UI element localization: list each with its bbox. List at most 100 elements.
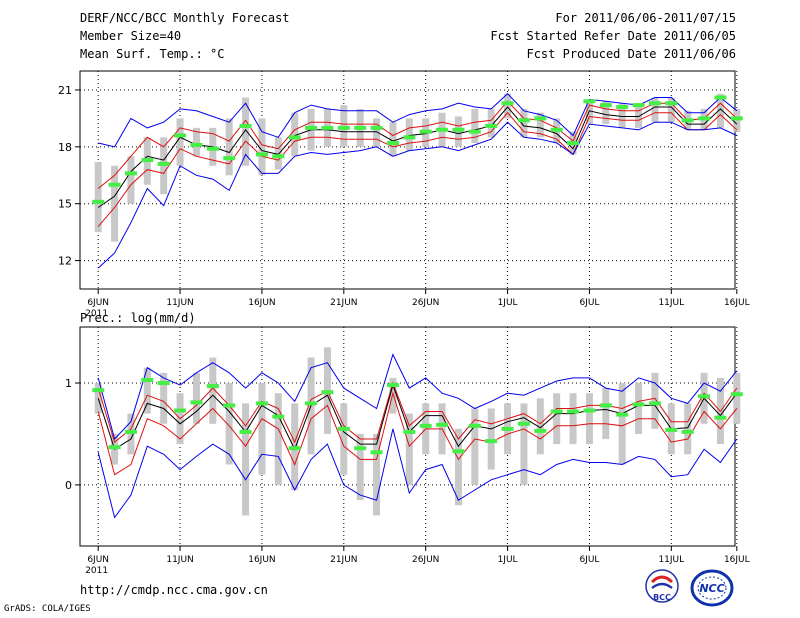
temp-observed-marker (239, 123, 252, 128)
temp-observed-marker (599, 103, 612, 108)
temp-observed-marker (583, 99, 596, 104)
temp-ytick-label: 12 (58, 255, 72, 268)
prec-ensemble-bar (454, 428, 462, 506)
temp-observed-marker (206, 146, 219, 151)
prec-observed-marker (206, 384, 219, 389)
temp-observed-marker (223, 156, 236, 161)
temperature-panel: 12 15 18 21 6JUN 11JUN 16JUN 21JUN 26JUN 1JUL 6JUL… (58, 70, 750, 319)
prec-observed-marker (681, 429, 694, 434)
prec-observed-marker (632, 402, 645, 407)
prec-ensemble-bar (553, 393, 561, 445)
prec-xtick-label: 11JUL (658, 555, 684, 565)
variable-label-precipitation: Prec.: log(mm/d) (80, 311, 196, 325)
prec-observed-marker (436, 422, 449, 427)
source-url[interactable]: http://cmdp.ncc.cma.gov.cn (80, 583, 268, 597)
prec-observed-marker (698, 394, 711, 399)
temp-xtick-label: 1JUL (498, 298, 518, 308)
bcc-logo-text: BCC (653, 593, 671, 602)
temp-frame (79, 70, 736, 290)
temp-observed-marker (174, 133, 187, 138)
prec-ensemble-bar (602, 388, 610, 440)
temp-line-min (97, 121, 738, 269)
temp-ensemble-bar (536, 112, 544, 138)
prec-ensemble-bar (258, 383, 266, 475)
prec-observed-marker (92, 388, 105, 393)
temp-observed-marker (648, 101, 661, 106)
prec-observed-marker (174, 408, 187, 413)
ncc-logo: NCC (690, 569, 734, 607)
temp-ensemble-bar (651, 97, 659, 123)
prec-ensemble-bar (143, 367, 151, 414)
bcc-logo: BCC (645, 569, 679, 603)
prec-frame (79, 326, 736, 547)
temp-ensemble-bar (520, 108, 528, 138)
variable-label-temperature: Mean Surf. Temp.: °C (80, 47, 225, 61)
prec-line-mean (97, 383, 738, 451)
temp-observed-marker (321, 125, 334, 130)
temp-ensemble-bar (242, 97, 250, 166)
prec-observed-marker (452, 449, 465, 454)
prec-observed-marker (468, 423, 481, 428)
temp-observed-marker (337, 125, 350, 130)
prec-observed-marker (124, 429, 137, 434)
temp-observed-marker (288, 135, 301, 140)
temp-ensemble-bar (602, 101, 610, 125)
temp-ensemble-bar (127, 156, 135, 204)
prec-ensemble-bar (536, 398, 544, 455)
prec-ensemble-bar (471, 408, 479, 485)
prec-observed-marker (403, 429, 416, 434)
temp-ensemble-bar (504, 93, 512, 119)
temp-ensemble-bar (405, 118, 413, 151)
prec-ensemble-bar (733, 372, 741, 424)
temp-observed-marker (305, 125, 318, 130)
temp-ytick-label: 18 (58, 141, 72, 154)
temp-ensemble-bar (274, 137, 282, 170)
temp-observed-marker (124, 171, 137, 176)
prec-xtick-label: 11JUN (166, 555, 193, 565)
prec-observed-marker (370, 450, 383, 455)
prec-observed-marker (157, 381, 170, 386)
temp-observed-marker (108, 182, 121, 187)
temp-observed-marker (485, 123, 498, 128)
temp-observed-marker (730, 116, 743, 121)
prec-ensemble-bar (651, 372, 659, 429)
temp-xtick-label: 6JUN (87, 298, 109, 308)
temp-observed-marker (681, 118, 694, 123)
prec-line-mean-minus-sd (97, 391, 738, 476)
prec-observed-marker (534, 428, 547, 433)
temp-xtick-label: 11JUL (658, 298, 684, 308)
prec-observed-marker (190, 400, 203, 405)
prec-xtick-label: 16JUN (248, 555, 275, 565)
prec-ensemble-bar (274, 393, 282, 485)
prec-ytick-label: 1 (65, 377, 72, 390)
temp-observed-marker (370, 125, 383, 130)
prec-observed-marker (239, 429, 252, 434)
temp-ensemble-bar (487, 108, 495, 138)
prec-observed-marker (730, 392, 743, 397)
temp-observed-marker (403, 135, 416, 140)
prec-ensemble-bar (209, 357, 217, 424)
prec-observed-marker (714, 415, 727, 420)
prec-ytick-label: 0 (65, 479, 72, 492)
temp-year-label: 2011 (85, 309, 108, 319)
temp-line-mean-plus-sd (97, 100, 738, 189)
temp-ytick-label: 21 (58, 84, 72, 97)
prec-ensemble-bar (585, 393, 593, 445)
temp-line-max (98, 92, 738, 148)
software-credit: GrADS: COLA/IGES (4, 604, 91, 614)
prec-observed-marker (255, 401, 268, 406)
prec-ensemble-bar (356, 433, 364, 501)
temp-observed-marker (714, 95, 727, 100)
prec-ensemble-bar (618, 383, 626, 465)
temp-ensemble-bar (258, 118, 266, 176)
temp-observed-marker (92, 199, 105, 204)
temp-observed-marker (190, 142, 203, 147)
temp-ensemble-bar (635, 103, 643, 128)
chart-title: DERF/NCC/BCC Monthly Forecast (80, 11, 290, 25)
prec-observed-marker (108, 445, 121, 450)
prec-line-max (97, 353, 738, 440)
temp-ensemble-bar (618, 103, 626, 128)
temp-observed-marker (354, 125, 367, 130)
temp-observed-marker (386, 141, 399, 146)
